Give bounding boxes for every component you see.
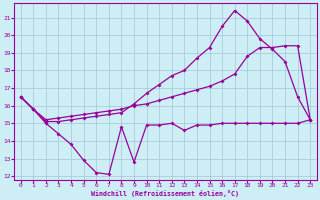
X-axis label: Windchill (Refroidissement éolien,°C): Windchill (Refroidissement éolien,°C) [92,190,239,197]
